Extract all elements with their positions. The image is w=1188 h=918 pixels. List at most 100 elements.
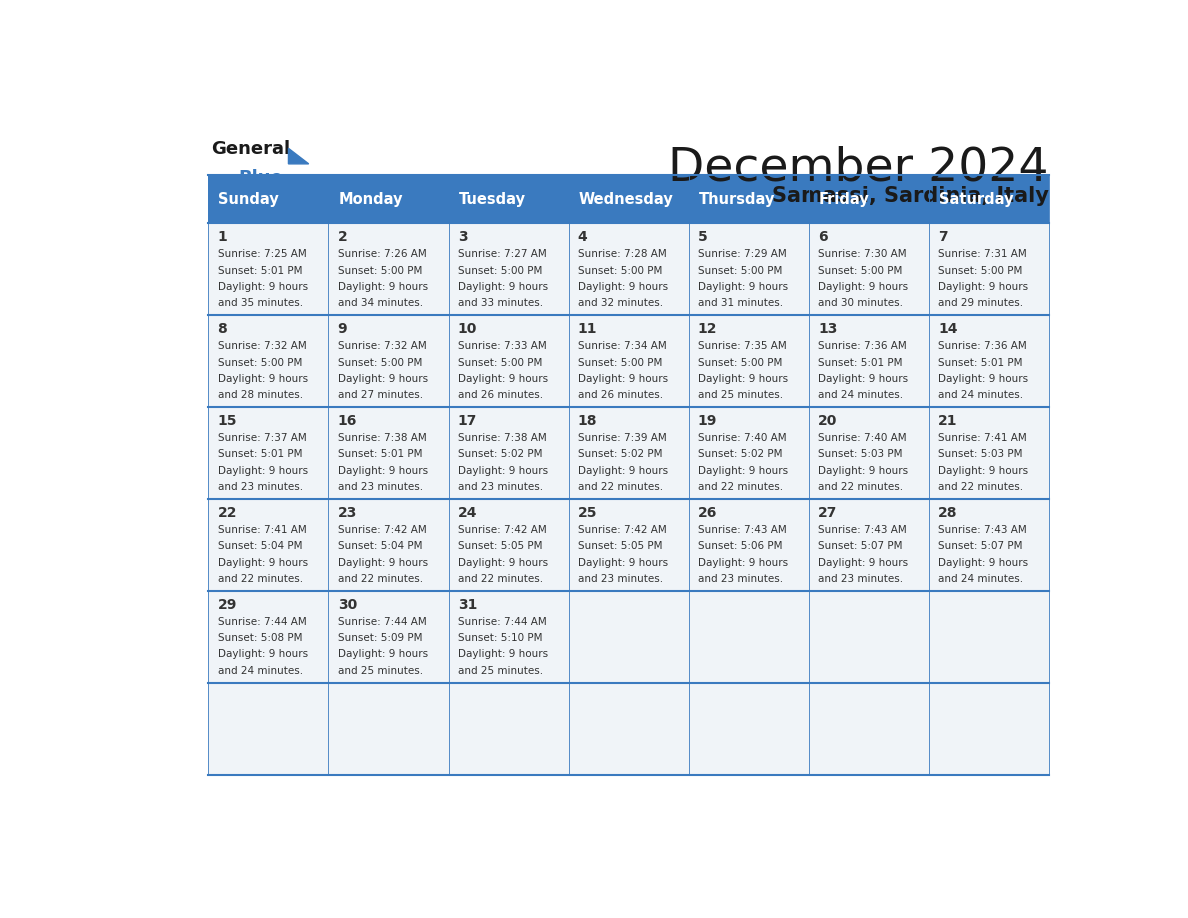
Text: 25: 25 [577, 506, 598, 520]
Text: and 25 minutes.: and 25 minutes. [337, 666, 423, 676]
Text: Sunrise: 7:36 AM: Sunrise: 7:36 AM [939, 341, 1026, 352]
Text: 19: 19 [697, 414, 718, 428]
Text: Sunrise: 7:38 AM: Sunrise: 7:38 AM [457, 433, 546, 443]
Text: Daylight: 9 hours: Daylight: 9 hours [337, 557, 428, 567]
Bar [569, 591, 689, 683]
Text: Sunrise: 7:43 AM: Sunrise: 7:43 AM [697, 525, 786, 535]
Text: and 23 minutes.: and 23 minutes. [819, 574, 903, 584]
Text: Sunrise: 7:42 AM: Sunrise: 7:42 AM [577, 525, 666, 535]
Text: Sunrise: 7:44 AM: Sunrise: 7:44 AM [337, 617, 426, 627]
Bar [689, 407, 809, 498]
Text: Monday: Monday [339, 192, 403, 207]
Text: Sunrise: 7:28 AM: Sunrise: 7:28 AM [577, 250, 666, 260]
Text: Daylight: 9 hours: Daylight: 9 hours [819, 374, 908, 384]
Bar [689, 591, 809, 683]
Bar [449, 407, 569, 498]
Text: Tuesday: Tuesday [459, 192, 525, 207]
Text: Sunset: 5:07 PM: Sunset: 5:07 PM [939, 542, 1023, 552]
Text: 1: 1 [217, 230, 227, 244]
Text: and 34 minutes.: and 34 minutes. [337, 298, 423, 308]
Text: Sunrise: 7:42 AM: Sunrise: 7:42 AM [337, 525, 426, 535]
Text: 26: 26 [697, 506, 718, 520]
Text: 20: 20 [819, 414, 838, 428]
Text: Daylight: 9 hours: Daylight: 9 hours [457, 650, 548, 659]
Bar [449, 223, 569, 315]
Bar [208, 175, 328, 223]
Text: Sunrise: 7:40 AM: Sunrise: 7:40 AM [819, 433, 906, 443]
Text: Sunrise: 7:43 AM: Sunrise: 7:43 AM [939, 525, 1026, 535]
Text: Sunset: 5:04 PM: Sunset: 5:04 PM [217, 542, 302, 552]
Bar [809, 175, 929, 223]
Bar [449, 591, 569, 683]
Text: 31: 31 [457, 598, 478, 612]
Bar [929, 683, 1049, 775]
Bar [929, 223, 1049, 315]
Text: 8: 8 [217, 322, 227, 336]
Text: Daylight: 9 hours: Daylight: 9 hours [697, 557, 788, 567]
Bar [569, 683, 689, 775]
Text: Sunset: 5:00 PM: Sunset: 5:00 PM [939, 265, 1023, 275]
Bar [569, 223, 689, 315]
Text: Daylight: 9 hours: Daylight: 9 hours [939, 557, 1028, 567]
Text: Daylight: 9 hours: Daylight: 9 hours [337, 282, 428, 292]
Text: Daylight: 9 hours: Daylight: 9 hours [337, 465, 428, 476]
Text: Daylight: 9 hours: Daylight: 9 hours [819, 282, 908, 292]
Text: 7: 7 [939, 230, 948, 244]
Text: and 23 minutes.: and 23 minutes. [217, 482, 303, 492]
Text: 27: 27 [819, 506, 838, 520]
Text: Sunrise: 7:43 AM: Sunrise: 7:43 AM [819, 525, 906, 535]
Text: Daylight: 9 hours: Daylight: 9 hours [697, 282, 788, 292]
Bar [208, 223, 328, 315]
Text: 23: 23 [337, 506, 358, 520]
Text: Sunrise: 7:32 AM: Sunrise: 7:32 AM [337, 341, 426, 352]
Bar [569, 499, 689, 591]
Text: Sunrise: 7:41 AM: Sunrise: 7:41 AM [217, 525, 307, 535]
Text: Sunset: 5:03 PM: Sunset: 5:03 PM [939, 450, 1023, 459]
Text: Sunrise: 7:26 AM: Sunrise: 7:26 AM [337, 250, 426, 260]
Bar [569, 407, 689, 498]
Text: and 27 minutes.: and 27 minutes. [337, 390, 423, 400]
Text: and 29 minutes.: and 29 minutes. [939, 298, 1023, 308]
Text: Sunset: 5:07 PM: Sunset: 5:07 PM [819, 542, 903, 552]
Text: Sunset: 5:00 PM: Sunset: 5:00 PM [697, 357, 782, 367]
Text: 21: 21 [939, 414, 958, 428]
Bar [809, 315, 929, 407]
Text: Daylight: 9 hours: Daylight: 9 hours [577, 282, 668, 292]
Text: Sunrise: 7:41 AM: Sunrise: 7:41 AM [939, 433, 1026, 443]
Text: 12: 12 [697, 322, 718, 336]
Text: 15: 15 [217, 414, 238, 428]
Text: Daylight: 9 hours: Daylight: 9 hours [939, 374, 1028, 384]
Text: Sunrise: 7:37 AM: Sunrise: 7:37 AM [217, 433, 307, 443]
Bar [809, 223, 929, 315]
Text: Sunrise: 7:30 AM: Sunrise: 7:30 AM [819, 250, 906, 260]
Text: 11: 11 [577, 322, 598, 336]
Text: 10: 10 [457, 322, 478, 336]
Text: Sunrise: 7:36 AM: Sunrise: 7:36 AM [819, 341, 906, 352]
Text: 28: 28 [939, 506, 958, 520]
Text: 18: 18 [577, 414, 598, 428]
Text: Daylight: 9 hours: Daylight: 9 hours [457, 557, 548, 567]
Text: Sunset: 5:05 PM: Sunset: 5:05 PM [457, 542, 542, 552]
Text: and 23 minutes.: and 23 minutes. [337, 482, 423, 492]
Text: Daylight: 9 hours: Daylight: 9 hours [819, 557, 908, 567]
Bar [328, 591, 449, 683]
Bar [208, 315, 328, 407]
Text: Sunset: 5:00 PM: Sunset: 5:00 PM [337, 265, 422, 275]
Text: and 22 minutes.: and 22 minutes. [337, 574, 423, 584]
Text: and 30 minutes.: and 30 minutes. [819, 298, 903, 308]
Text: and 23 minutes.: and 23 minutes. [697, 574, 783, 584]
Text: Daylight: 9 hours: Daylight: 9 hours [337, 374, 428, 384]
Text: 29: 29 [217, 598, 236, 612]
Text: and 26 minutes.: and 26 minutes. [577, 390, 663, 400]
Text: 14: 14 [939, 322, 958, 336]
Text: and 22 minutes.: and 22 minutes. [217, 574, 303, 584]
Text: Daylight: 9 hours: Daylight: 9 hours [217, 374, 308, 384]
Bar [809, 683, 929, 775]
Text: 13: 13 [819, 322, 838, 336]
Text: Sunset: 5:01 PM: Sunset: 5:01 PM [337, 450, 422, 459]
Text: Daylight: 9 hours: Daylight: 9 hours [217, 282, 308, 292]
Bar [809, 407, 929, 498]
Bar [449, 499, 569, 591]
Bar [689, 223, 809, 315]
Text: Sunday: Sunday [219, 192, 279, 207]
